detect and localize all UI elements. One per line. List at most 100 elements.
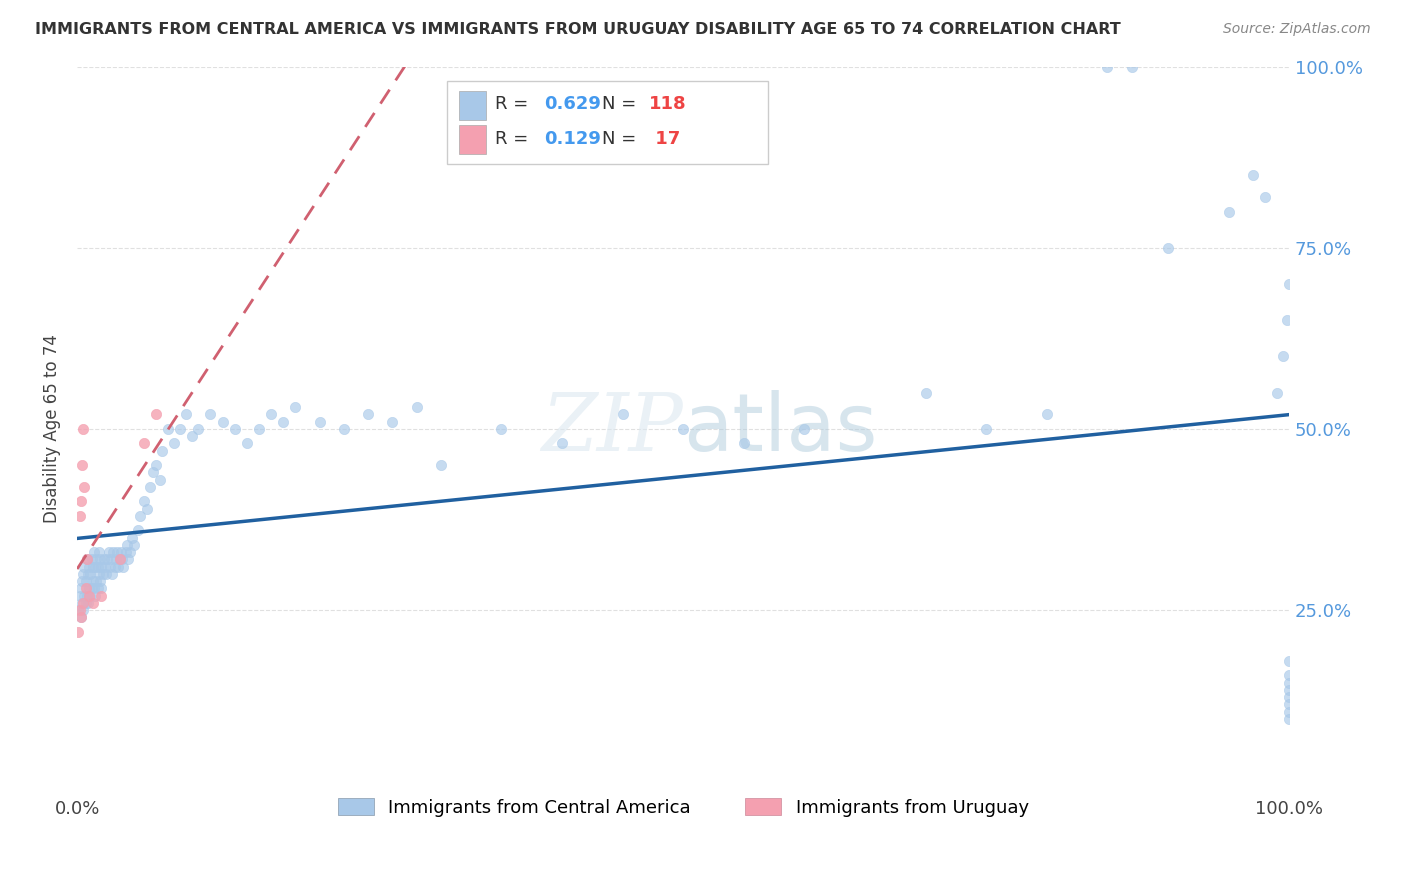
- Immigrants from Central America: [84, 559, 107, 574]
- Immigrants from Central America: [103, 545, 125, 559]
- Immigrants from Central America: [284, 401, 307, 415]
- Immigrants from Central America: [77, 582, 100, 596]
- Immigrants from Central America: [381, 415, 404, 429]
- Text: ZIP: ZIP: [541, 390, 683, 467]
- Immigrants from Central America: [1278, 675, 1301, 690]
- Immigrants from Central America: [80, 552, 103, 566]
- Immigrants from Central America: [82, 574, 104, 588]
- Immigrants from Central America: [75, 574, 97, 588]
- Immigrants from Central America: [72, 603, 94, 617]
- Immigrants from Central America: [96, 566, 118, 581]
- Bar: [458, 125, 485, 153]
- Immigrants from Uruguay: [69, 494, 91, 508]
- Immigrants from Central America: [79, 589, 101, 603]
- Immigrants from Central America: [94, 559, 117, 574]
- Immigrants from Central America: [1278, 668, 1301, 682]
- Immigrants from Central America: [1241, 169, 1264, 183]
- Immigrants from Central America: [93, 552, 115, 566]
- Immigrants from Central America: [72, 566, 94, 581]
- Immigrants from Central America: [87, 566, 110, 581]
- Immigrants from Central America: [107, 559, 129, 574]
- Text: atlas: atlas: [683, 390, 877, 468]
- Immigrants from Central America: [260, 408, 283, 422]
- Immigrants from Central America: [1275, 313, 1298, 327]
- Immigrants from Central America: [1265, 385, 1288, 400]
- Immigrants from Central America: [86, 574, 108, 588]
- Immigrants from Central America: [1278, 277, 1301, 291]
- Immigrants from Uruguay: [90, 589, 112, 603]
- Immigrants from Central America: [148, 473, 170, 487]
- Immigrants from Central America: [156, 422, 179, 436]
- Immigrants from Central America: [612, 408, 634, 422]
- Y-axis label: Disability Age 65 to 74: Disability Age 65 to 74: [44, 334, 60, 524]
- Immigrants from Central America: [83, 582, 105, 596]
- Immigrants from Uruguay: [72, 422, 94, 436]
- Immigrants from Central America: [70, 596, 93, 610]
- Immigrants from Central America: [111, 552, 134, 566]
- Immigrants from Central America: [1121, 60, 1143, 74]
- Immigrants from Central America: [1218, 204, 1240, 219]
- Immigrants from Central America: [101, 566, 124, 581]
- Immigrants from Central America: [77, 559, 100, 574]
- Immigrants from Central America: [75, 596, 97, 610]
- Immigrants from Central America: [86, 559, 108, 574]
- Immigrants from Central America: [224, 422, 246, 436]
- Immigrants from Central America: [120, 545, 142, 559]
- Immigrants from Central America: [98, 559, 121, 574]
- Immigrants from Central America: [80, 582, 103, 596]
- Immigrants from Uruguay: [73, 480, 96, 494]
- Immigrants from Central America: [76, 552, 98, 566]
- Text: 17: 17: [650, 130, 681, 148]
- Immigrants from Central America: [73, 589, 96, 603]
- Immigrants from Central America: [127, 524, 149, 538]
- Immigrants from Central America: [150, 443, 173, 458]
- Immigrants from Central America: [69, 582, 91, 596]
- Immigrants from Central America: [112, 559, 135, 574]
- Immigrants from Central America: [247, 422, 270, 436]
- Immigrants from Central America: [357, 408, 380, 422]
- Immigrants from Central America: [132, 494, 155, 508]
- Immigrants from Central America: [70, 574, 93, 588]
- Immigrants from Uruguay: [76, 552, 98, 566]
- Immigrants from Central America: [914, 385, 936, 400]
- Immigrants from Central America: [271, 415, 294, 429]
- Immigrants from Central America: [551, 436, 574, 450]
- Immigrants from Central America: [733, 436, 755, 450]
- Text: IMMIGRANTS FROM CENTRAL AMERICA VS IMMIGRANTS FROM URUGUAY DISABILITY AGE 65 TO : IMMIGRANTS FROM CENTRAL AMERICA VS IMMIG…: [35, 22, 1121, 37]
- Immigrants from Central America: [308, 415, 330, 429]
- Immigrants from Central America: [86, 582, 108, 596]
- Immigrants from Central America: [169, 422, 191, 436]
- Immigrants from Central America: [105, 545, 128, 559]
- Legend: Immigrants from Central America, Immigrants from Uruguay: Immigrants from Central America, Immigra…: [329, 789, 1038, 826]
- Immigrants from Central America: [1278, 654, 1301, 668]
- Text: N =: N =: [602, 95, 643, 113]
- Text: Source: ZipAtlas.com: Source: ZipAtlas.com: [1223, 22, 1371, 37]
- Immigrants from Central America: [181, 429, 204, 443]
- Immigrants from Central America: [1278, 705, 1301, 719]
- Text: 118: 118: [650, 95, 688, 113]
- Immigrants from Central America: [67, 603, 90, 617]
- Immigrants from Central America: [100, 552, 122, 566]
- Bar: [458, 90, 485, 120]
- Immigrants from Central America: [97, 545, 120, 559]
- Immigrants from Uruguay: [70, 458, 93, 473]
- Immigrants from Central America: [110, 545, 132, 559]
- Immigrants from Central America: [121, 531, 143, 545]
- Immigrants from Central America: [200, 408, 222, 422]
- Immigrants from Uruguay: [72, 596, 94, 610]
- Immigrants from Central America: [114, 545, 136, 559]
- Immigrants from Uruguay: [67, 624, 90, 639]
- Immigrants from Central America: [90, 559, 112, 574]
- Text: N =: N =: [602, 130, 643, 148]
- Immigrants from Central America: [429, 458, 451, 473]
- Immigrants from Central America: [79, 566, 101, 581]
- Immigrants from Uruguay: [108, 552, 131, 566]
- Immigrants from Uruguay: [75, 582, 97, 596]
- Immigrants from Central America: [1278, 712, 1301, 726]
- Immigrants from Central America: [104, 552, 127, 566]
- Immigrants from Central America: [108, 552, 131, 566]
- Immigrants from Central America: [1272, 350, 1295, 364]
- Immigrants from Central America: [115, 538, 138, 552]
- Immigrants from Central America: [1278, 698, 1301, 712]
- Immigrants from Central America: [1157, 241, 1180, 255]
